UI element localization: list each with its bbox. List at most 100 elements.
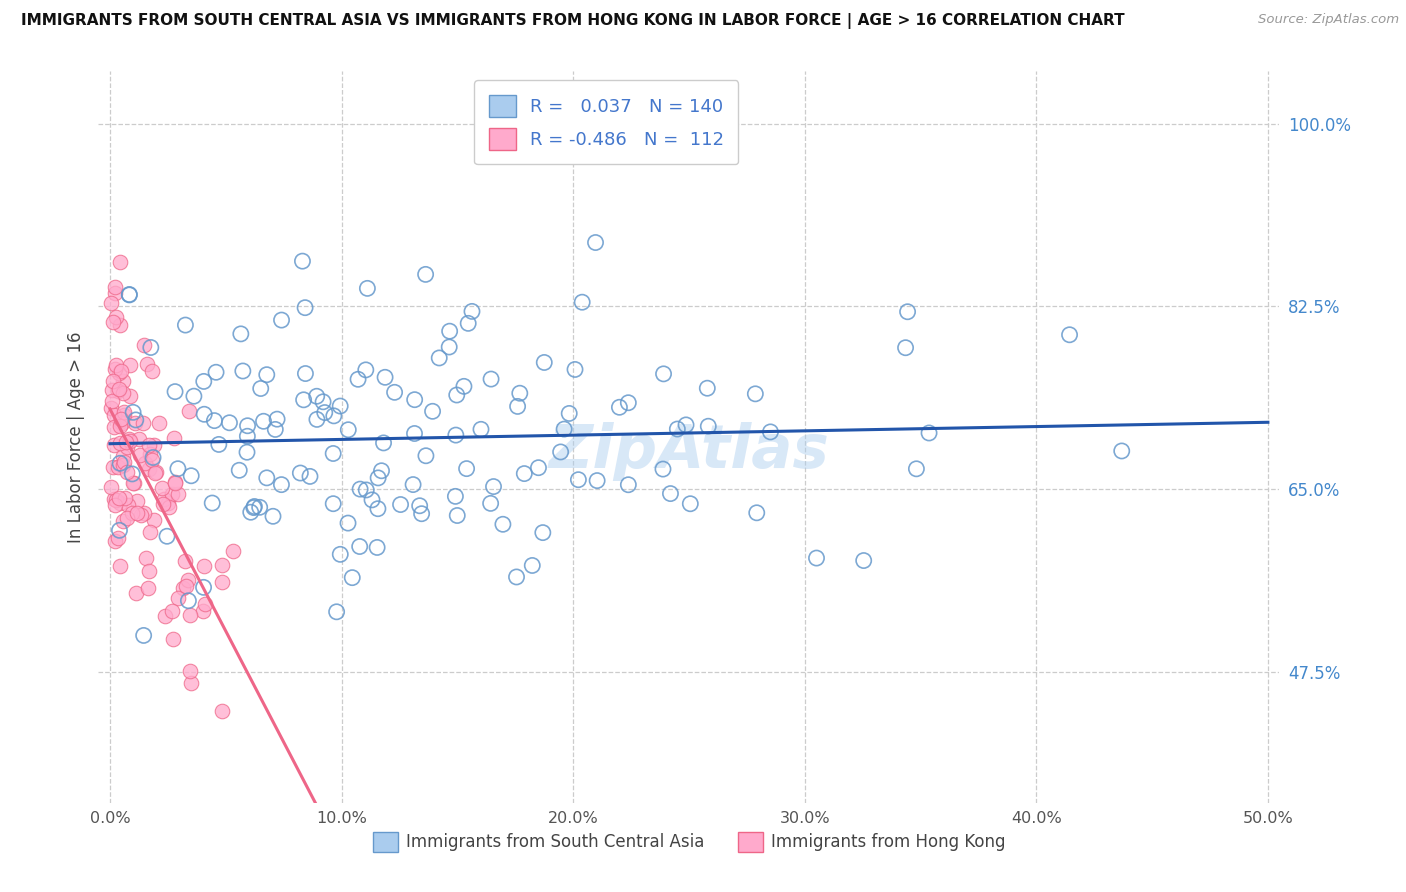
Point [145, 465, 167, 479]
Point [1059, 327, 1081, 342]
Point [249, 500, 271, 515]
Point [759, 425, 782, 439]
Point [135, 550, 157, 565]
Point [479, 372, 502, 386]
Text: Source: ZipAtlas.com: Source: ZipAtlas.com [1258, 13, 1399, 27]
Point [122, 475, 145, 490]
Point [609, 401, 631, 415]
Point [163, 432, 186, 446]
Point [918, 425, 941, 440]
Point [305, 412, 328, 426]
Point [322, 409, 344, 423]
Text: IMMIGRANTS FROM SOUTH CENTRAL ASIA VS IMMIGRANTS FROM HONG KONG IN LABOR FORCE |: IMMIGRANTS FROM SOUTH CENTRAL ASIA VS IM… [21, 13, 1125, 29]
Point [127, 494, 149, 508]
Point [367, 471, 389, 485]
Point [165, 475, 187, 490]
Point [110, 559, 132, 574]
Point [104, 286, 127, 301]
Point [136, 357, 159, 371]
Point [101, 383, 124, 397]
Point [165, 476, 187, 491]
Point [100, 296, 122, 310]
Point [118, 389, 141, 403]
Point [356, 281, 378, 295]
Point [337, 516, 360, 530]
Point [305, 389, 328, 403]
Point [194, 597, 217, 611]
Point [242, 500, 264, 515]
Point [550, 445, 572, 459]
Point [446, 388, 468, 402]
Point [585, 235, 607, 250]
Point [105, 492, 128, 507]
Point [329, 547, 352, 561]
Point [174, 578, 197, 592]
Point [211, 705, 233, 719]
Point [897, 304, 920, 318]
Point [652, 462, 675, 476]
Point [415, 268, 437, 282]
Point [121, 467, 143, 481]
Point [806, 551, 828, 566]
Point [558, 407, 581, 421]
Point [157, 496, 180, 510]
Point [312, 394, 335, 409]
Point [177, 593, 200, 607]
Point [659, 486, 682, 500]
Point [354, 363, 377, 377]
Point [744, 387, 766, 401]
Point [136, 581, 159, 595]
Point [266, 412, 288, 426]
Point [696, 381, 718, 395]
Point [329, 399, 352, 413]
Point [108, 318, 131, 332]
Text: ZipAtlas: ZipAtlas [548, 422, 830, 481]
Point [112, 458, 135, 472]
Point [110, 364, 132, 378]
Point [894, 341, 917, 355]
Point [160, 487, 183, 501]
Point [103, 491, 125, 506]
Point [446, 508, 468, 523]
Point [104, 361, 127, 376]
Point [1111, 444, 1133, 458]
Point [104, 534, 127, 549]
Legend: Immigrants from South Central Asia, Immigrants from Hong Kong: Immigrants from South Central Asia, Immi… [364, 823, 1014, 860]
Point [125, 506, 148, 520]
Point [193, 559, 215, 574]
Point [349, 540, 371, 554]
Point [482, 479, 505, 493]
Point [322, 497, 344, 511]
Point [142, 438, 165, 452]
Point [141, 453, 163, 467]
Point [461, 304, 484, 318]
Point [134, 456, 156, 470]
Point [294, 301, 316, 315]
Point [138, 447, 160, 461]
Point [104, 498, 127, 512]
Point [527, 460, 550, 475]
Point [389, 498, 412, 512]
Point [270, 477, 292, 491]
Point [366, 541, 388, 555]
Point [370, 464, 392, 478]
Point [509, 386, 531, 401]
Point [617, 396, 640, 410]
Point [675, 417, 697, 432]
Point [110, 412, 132, 426]
Point [107, 366, 129, 380]
Point [404, 392, 426, 407]
Point [444, 428, 467, 442]
Point [112, 408, 135, 422]
Point [129, 448, 152, 462]
Point [531, 525, 554, 540]
Point [107, 491, 129, 505]
Point [354, 483, 377, 497]
Point [617, 477, 640, 491]
Point [112, 405, 135, 419]
Point [165, 384, 187, 399]
Point [122, 476, 145, 491]
Point [118, 287, 141, 301]
Point [193, 580, 215, 594]
Point [128, 432, 150, 446]
